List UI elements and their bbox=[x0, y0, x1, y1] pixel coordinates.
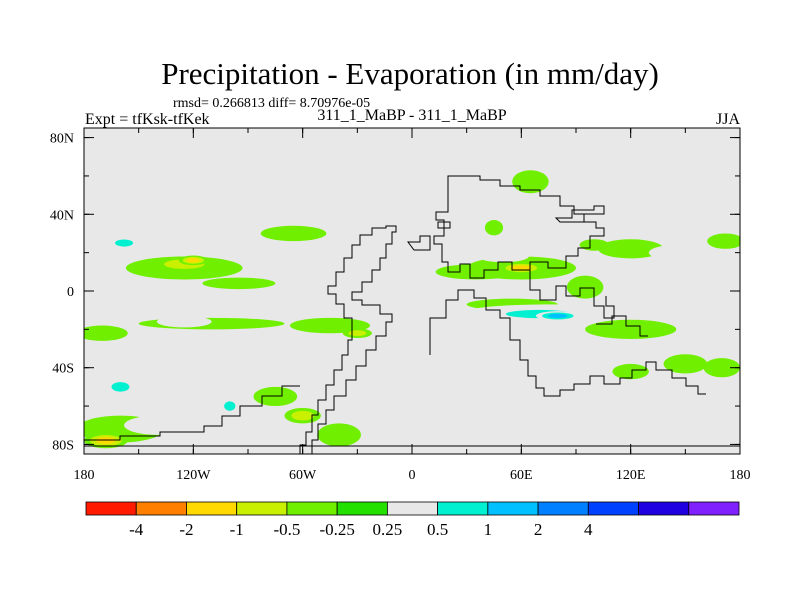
contour-band bbox=[703, 358, 740, 378]
coastline bbox=[84, 385, 300, 441]
contour-band bbox=[612, 363, 649, 380]
contour-band bbox=[692, 402, 715, 418]
colorbar-label: 2 bbox=[534, 520, 543, 539]
x-tick-label: 180 bbox=[730, 468, 751, 483]
plot-background bbox=[84, 128, 740, 454]
contour-band bbox=[291, 410, 314, 421]
colorbar-label: -2 bbox=[179, 520, 193, 539]
contour-band bbox=[477, 250, 529, 263]
colorbar-box bbox=[135, 501, 187, 516]
contour-band bbox=[663, 354, 708, 374]
contour-band bbox=[548, 313, 568, 319]
contour-band bbox=[156, 315, 212, 328]
x-axis: 180 120W 60W 0 60E 120E 180 bbox=[74, 128, 751, 483]
contour-band bbox=[124, 415, 190, 435]
contour-band bbox=[448, 323, 485, 336]
coastline bbox=[554, 205, 605, 223]
contour-band bbox=[196, 233, 263, 249]
plot-area: 180 120W 60W 0 60E 120E 180 80N 40N 0 40S 80S bbox=[50, 127, 751, 483]
colorbar-label: 0.5 bbox=[427, 520, 448, 539]
contour-band bbox=[648, 244, 704, 261]
contour-band bbox=[260, 225, 327, 242]
contour-band bbox=[84, 325, 128, 341]
colorbar-box bbox=[286, 501, 338, 516]
center-label: 311_1_MaBP - 311_1_MaBP bbox=[317, 107, 506, 124]
coastline bbox=[299, 225, 397, 454]
colorbar-label: 0.25 bbox=[373, 520, 403, 539]
y-tick-label: 40N bbox=[50, 208, 74, 223]
coastline bbox=[433, 175, 605, 279]
contour-band bbox=[506, 338, 544, 370]
contour-band bbox=[224, 401, 236, 411]
y-axis: 80N 40N 0 40S 80S bbox=[50, 132, 740, 453]
experiment-label: Expt = tfKsk-tfKek bbox=[85, 111, 210, 128]
colorbar-box bbox=[638, 501, 690, 516]
coastline bbox=[437, 221, 451, 229]
x-tick-label: 120E bbox=[616, 468, 646, 483]
x-tick-label: 60E bbox=[510, 468, 533, 483]
colorbar-box bbox=[85, 501, 137, 516]
x-tick-label: 60W bbox=[289, 468, 317, 483]
chart-title: Precipitation - Evaporation (in mm/day) bbox=[161, 56, 659, 91]
contour-band bbox=[512, 170, 549, 194]
colorbar-label: -1 bbox=[230, 520, 244, 539]
colorbar-box bbox=[487, 501, 539, 516]
colorbar-box bbox=[537, 501, 589, 516]
contour-band bbox=[484, 220, 504, 236]
contour-band bbox=[597, 239, 664, 259]
contour-band bbox=[84, 383, 161, 422]
colorbar-box bbox=[236, 501, 288, 516]
contour-band bbox=[317, 423, 361, 447]
y-tick-label: 80N bbox=[50, 132, 74, 147]
y-tick-label: 0 bbox=[67, 285, 74, 300]
stats-label: rmsd= 0.266813 diff= 8.70976e-05 bbox=[173, 96, 370, 111]
contour-band bbox=[707, 233, 740, 249]
colorbar-label: 4 bbox=[584, 520, 593, 539]
colorbar-label: -0.5 bbox=[273, 520, 300, 539]
coastline bbox=[429, 289, 706, 397]
contour-band bbox=[186, 258, 200, 263]
y-tick-label: 40S bbox=[52, 362, 74, 377]
contour-band bbox=[712, 402, 740, 441]
x-tick-label: 120W bbox=[176, 468, 211, 483]
contour-band bbox=[96, 437, 116, 444]
colorbar: -4 -2 -1 -0.5 -0.25 0.25 0.5 1 2 4 bbox=[85, 501, 740, 539]
contour-band bbox=[566, 275, 604, 299]
y-tick-label: 80S bbox=[52, 438, 74, 453]
colorbar-box bbox=[587, 501, 639, 516]
colorbar-label: -4 bbox=[129, 520, 144, 539]
contour-band bbox=[585, 319, 677, 339]
colorbar-label: -0.25 bbox=[319, 520, 354, 539]
x-tick-label: 0 bbox=[409, 468, 416, 483]
coastline bbox=[596, 315, 648, 337]
colorbar-box bbox=[688, 501, 740, 516]
season-label: JJA bbox=[716, 111, 740, 128]
x-tick-label: 180 bbox=[74, 468, 95, 483]
contour-band bbox=[115, 239, 134, 247]
contour-band bbox=[348, 330, 367, 337]
colorbar-box bbox=[186, 501, 238, 516]
colorbar-label: 1 bbox=[484, 520, 493, 539]
coastline bbox=[407, 235, 431, 251]
colorbar-box bbox=[336, 501, 388, 516]
contour-band bbox=[324, 390, 391, 422]
contour-band bbox=[202, 277, 276, 290]
contour-band bbox=[111, 382, 130, 392]
colorbar-box bbox=[386, 501, 439, 516]
colorbar-box bbox=[437, 501, 489, 516]
contour-band bbox=[511, 265, 532, 271]
